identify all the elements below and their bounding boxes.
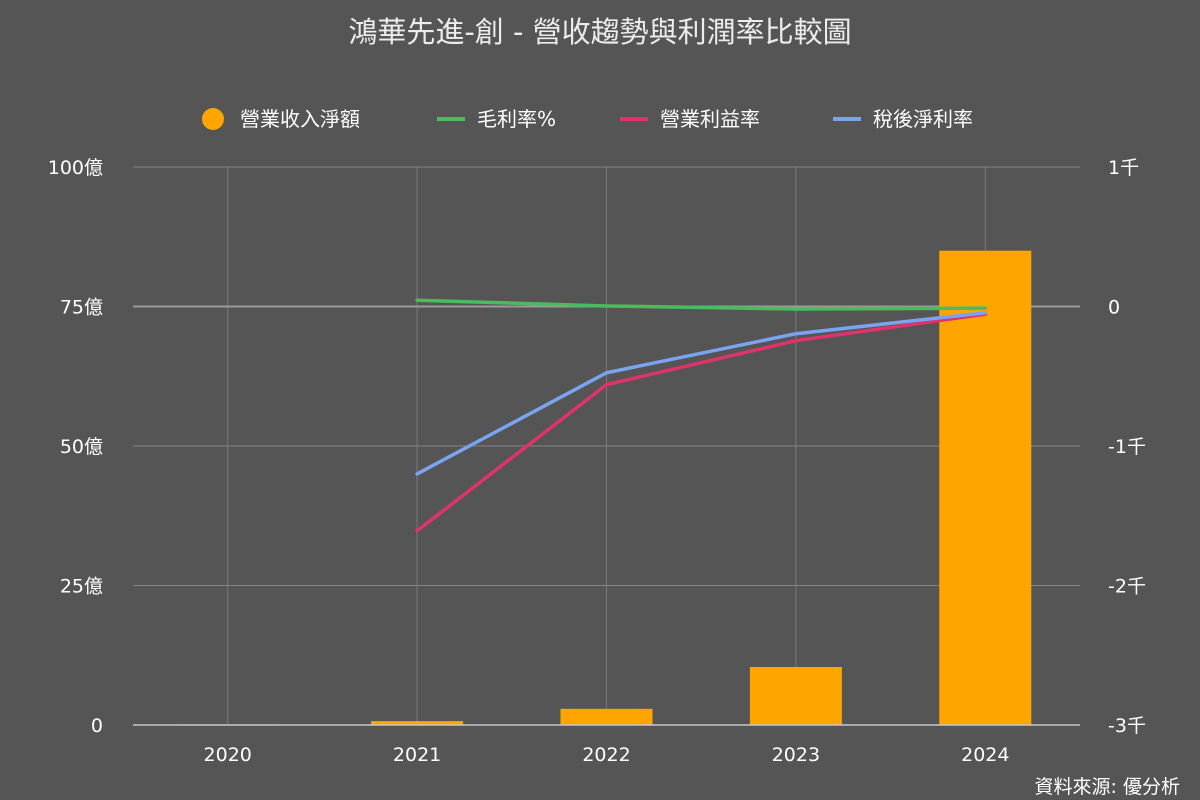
y-tick-label-left: 0 <box>91 715 103 737</box>
y-tick-label-right: -3千 <box>1108 715 1146 737</box>
axis-ticks: 0 25億 50億 75億 100億 -3千 -2千 -1千 0 1千 2020 2021 2022 20… <box>48 157 1146 766</box>
bar <box>939 250 1032 725</box>
bar <box>560 708 653 725</box>
series-line <box>415 311 988 476</box>
legend-label-line: 毛利率% <box>477 107 556 131</box>
y-tick-label-left: 25億 <box>60 576 103 598</box>
legend-label-line: 稅後淨利率 <box>873 107 973 131</box>
x-tick-label: 2021 <box>393 744 441 766</box>
legend-label-line: 營業利益率 <box>660 107 760 131</box>
series-line <box>415 298 988 311</box>
chart-legend: 營業收入淨額 毛利率% 營業利益率 稅後淨利率 <box>202 107 973 131</box>
y-tick-label-left: 50億 <box>60 436 103 458</box>
y-tick-label-right: -2千 <box>1108 576 1146 598</box>
legend-label-bar: 營業收入淨額 <box>240 107 360 131</box>
bar-series <box>133 250 1080 726</box>
chart-title: 鴻華先進-創 - 營收趨勢與利潤率比較圖 <box>348 15 851 49</box>
y-tick-label-left: 100億 <box>48 157 103 179</box>
grid-lines <box>133 166 1080 725</box>
y-tick-label-right: 1千 <box>1108 157 1139 179</box>
x-tick-label: 2024 <box>961 744 1009 766</box>
y-tick-label-right: -1千 <box>1108 436 1146 458</box>
series-line <box>415 312 988 533</box>
y-tick-label-right: 0 <box>1108 297 1120 319</box>
y-tick-label-left: 75億 <box>60 297 103 319</box>
legend-marker-bar <box>202 108 224 130</box>
x-tick-label: 2020 <box>204 744 252 766</box>
x-tick-label: 2022 <box>582 744 630 766</box>
source-note: 資料來源: 優分析 <box>1035 776 1180 798</box>
line-series-group <box>415 298 988 533</box>
x-tick-label: 2023 <box>772 744 820 766</box>
bar <box>749 666 842 725</box>
bar <box>371 721 464 725</box>
